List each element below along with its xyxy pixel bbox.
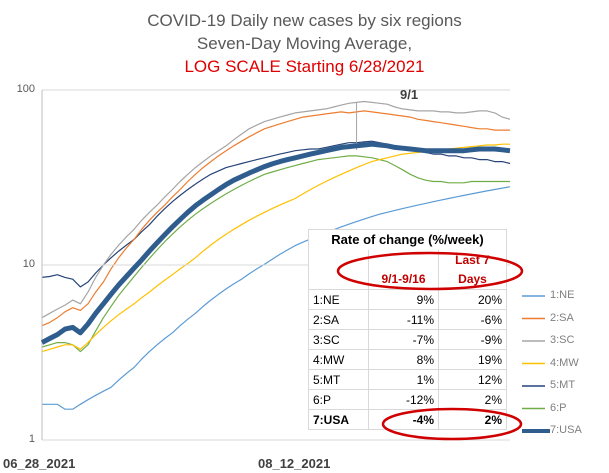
rate-table-col2-header-line2: Days: [438, 269, 507, 290]
row-label: 1:NE: [308, 289, 369, 310]
x-tick-mid: 08_12_2021: [258, 456, 331, 471]
legend-label: 5:MT: [550, 379, 576, 391]
table-row: 2:SA -11% -6%: [308, 309, 507, 330]
table-row: 7:USA -4% 2%: [308, 409, 507, 430]
row-label: 6:P: [308, 389, 369, 410]
rate-of-change-table: Rate of change (%/week) Last 7 9/1-9/16 …: [308, 229, 507, 430]
x-tick-start: 06_28_2021: [3, 456, 76, 471]
table-row: 6:P -12% 2%: [308, 389, 507, 410]
row-label: 2:SA: [308, 309, 369, 330]
series-line-7usa: [40, 141, 511, 345]
row-value: -4%: [368, 409, 439, 430]
row-value: 8%: [368, 349, 439, 370]
table-row: 5:MT 1% 12%: [308, 369, 507, 390]
legend-label: 1:NE: [550, 289, 575, 301]
legend-label: 3:SC: [550, 334, 575, 346]
series-line-5mt: [41, 140, 511, 288]
table-row: 1:NE 9% 20%: [308, 289, 507, 310]
rate-table-col1-header: 9/1-9/16: [368, 269, 439, 290]
rate-table-blank: [368, 249, 439, 270]
y-tick-10: 10: [22, 258, 35, 270]
rate-table-title: Rate of change (%/week): [308, 229, 507, 250]
row-value: -9%: [438, 329, 507, 350]
table-row: 3:SC -7% -9%: [308, 329, 507, 350]
rate-table-col2-header-line1: Last 7: [438, 249, 507, 270]
table-row: 4:MW 8% 19%: [308, 349, 507, 370]
y-tick-1: 1: [28, 433, 35, 445]
legend-label: 6:P: [550, 401, 567, 414]
rate-table-blank: [308, 269, 369, 290]
chart-title-line2: Seven-Day Moving Average,: [196, 34, 413, 53]
row-label: 7:USA: [308, 409, 369, 430]
row-label: 3:SC: [308, 329, 369, 350]
legend-label: 4:MW: [550, 356, 579, 369]
chart-title-line3: LOG SCALE Starting 6/28/2021: [184, 57, 425, 76]
row-value: -12%: [368, 389, 439, 410]
rate-table-blank: [308, 249, 369, 270]
series-line-3sc: [41, 100, 511, 319]
row-value: 20%: [438, 289, 507, 310]
row-label: 5:MT: [308, 369, 369, 390]
row-value: 19%: [438, 349, 507, 370]
row-value: -7%: [368, 329, 439, 350]
row-label: 4:MW: [308, 349, 369, 370]
legend-label: 2:SA: [550, 311, 574, 324]
legend-label: 7:USA: [550, 424, 582, 436]
row-value: 9%: [368, 289, 439, 310]
series-line-6p: [41, 155, 510, 353]
chart-title-line1: COVID-19 Daily new cases by six regions: [147, 11, 462, 30]
row-value: 12%: [438, 369, 507, 390]
series-line-1ne: [42, 186, 511, 410]
annotation-9-1: 9/1: [400, 87, 419, 102]
y-tick-100: 100: [16, 83, 35, 95]
row-value: -11%: [368, 309, 439, 330]
row-value: 2%: [438, 409, 507, 430]
row-value: -6%: [438, 309, 507, 330]
row-value: 2%: [438, 389, 507, 410]
row-value: 1%: [368, 369, 439, 390]
series-line-2sa: [41, 110, 510, 327]
